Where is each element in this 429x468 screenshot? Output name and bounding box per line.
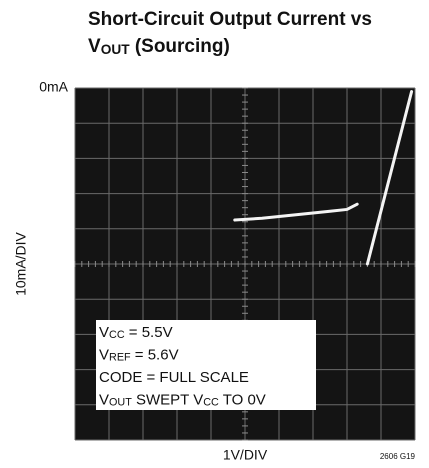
y-tick-label: 0mA [39, 79, 68, 95]
text-run: TO 0V [219, 391, 266, 408]
text-run: Short-Circuit Output Current vs [88, 9, 372, 30]
annotation-line: VCC = 5.5V [99, 324, 173, 341]
figure-note: 2606 G19 [380, 452, 416, 461]
text-run: = 5.5V [125, 324, 173, 341]
chart-title: VOUT (Sourcing) [88, 36, 230, 57]
subscript: CC [109, 329, 125, 341]
text-run: V [99, 324, 109, 341]
text-run: = 5.6V [131, 346, 179, 363]
chart-title: Short-Circuit Output Current vs [88, 9, 372, 30]
subscript: CC [203, 397, 219, 409]
y-axis-label: 10mA/DIV [13, 231, 29, 295]
trace [233, 90, 414, 266]
subscript: OUT [101, 42, 131, 57]
text-run: V [88, 36, 101, 57]
subscript: OUT [109, 397, 132, 409]
annotation-box [96, 320, 316, 410]
text-run: (Sourcing) [130, 36, 230, 57]
annotation-line: VOUT SWEPT VCC TO 0V [99, 391, 266, 408]
text-run: CODE = FULL SCALE [99, 369, 249, 386]
text-run: V [99, 346, 109, 363]
x-axis-label: 1V/DIV [223, 447, 268, 463]
text-run: SWEPT V [132, 391, 203, 408]
text-run: V [99, 391, 109, 408]
annotation-line: CODE = FULL SCALE [99, 369, 249, 386]
annotation-line: VREF = 5.6V [99, 346, 179, 363]
subscript: REF [109, 352, 131, 364]
